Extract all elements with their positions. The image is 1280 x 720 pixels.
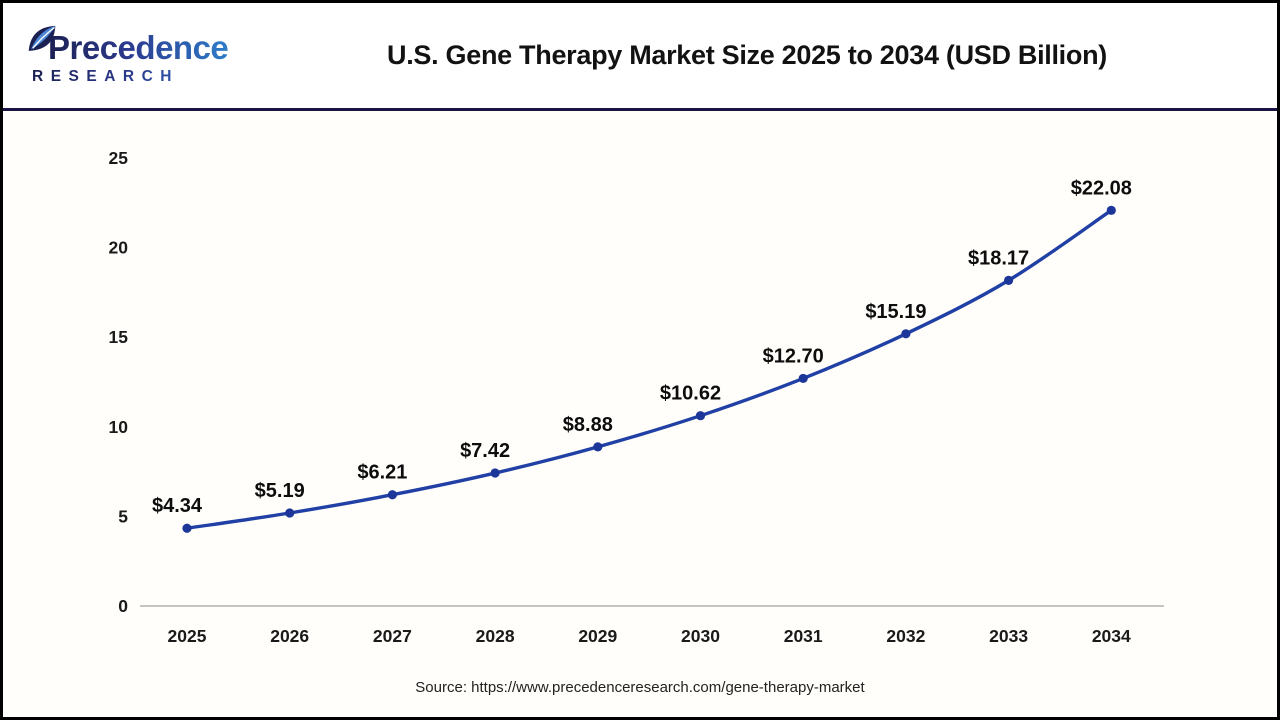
y-tick-0: 0 bbox=[118, 596, 128, 616]
logo-wordmark: Precedence bbox=[48, 29, 229, 66]
header: Precedence RESEARCH U.S. Gene Therapy Ma… bbox=[3, 3, 1277, 108]
line-chart: 0510152025$4.342025$5.192026$6.212027$7.… bbox=[109, 148, 1164, 646]
data-label-2028: $7.42 bbox=[460, 440, 510, 462]
data-point-2034 bbox=[1106, 205, 1116, 215]
data-point-2032 bbox=[901, 329, 911, 339]
x-tick-2028: 2028 bbox=[476, 626, 515, 646]
header-divider bbox=[3, 108, 1277, 111]
y-tick-10: 10 bbox=[109, 417, 129, 437]
data-point-2029 bbox=[593, 442, 603, 452]
data-point-2028 bbox=[490, 468, 500, 478]
x-tick-2032: 2032 bbox=[886, 626, 925, 646]
x-tick-2033: 2033 bbox=[989, 626, 1028, 646]
logo-wordmark-row: Precedence bbox=[27, 25, 251, 67]
data-point-2030 bbox=[695, 411, 706, 421]
source-text: Source: https://www.precedenceresearch.c… bbox=[415, 679, 865, 696]
data-label-2027: $6.21 bbox=[357, 462, 407, 484]
y-tick-15: 15 bbox=[109, 327, 129, 347]
data-label-2030: $10.62 bbox=[660, 383, 721, 405]
precedence-research-logo: Precedence RESEARCH bbox=[3, 25, 251, 86]
chart-title: U.S. Gene Therapy Market Size 2025 to 20… bbox=[387, 40, 1107, 70]
x-tick-2031: 2031 bbox=[784, 626, 823, 646]
data-point-2033 bbox=[1004, 275, 1014, 285]
data-label-2034: $22.08 bbox=[1071, 177, 1132, 199]
x-tick-2026: 2026 bbox=[270, 626, 309, 646]
logo-subtitle: RESEARCH bbox=[32, 68, 251, 86]
data-label-2033: $18.17 bbox=[968, 247, 1029, 269]
data-point-2026 bbox=[285, 508, 295, 518]
x-tick-2030: 2030 bbox=[681, 626, 720, 646]
leaf-icon bbox=[27, 23, 57, 57]
market-size-line bbox=[185, 208, 1113, 530]
data-label-2025: $4.34 bbox=[152, 495, 203, 517]
data-point-2027 bbox=[387, 490, 397, 500]
y-tick-20: 20 bbox=[109, 238, 129, 258]
x-tick-2027: 2027 bbox=[373, 626, 412, 646]
data-label-2032: $15.19 bbox=[865, 301, 926, 323]
chart-area: 0 5 10 15 20 25 $4.34 2025 $5.19 2026 $6.21 2027 $7.… bbox=[3, 111, 1277, 717]
data-label-2029: $8.88 bbox=[563, 414, 613, 436]
x-tick-2034: 2034 bbox=[1092, 626, 1131, 646]
x-tick-2025: 2025 bbox=[168, 626, 207, 646]
x-tick-2029: 2029 bbox=[578, 626, 617, 646]
data-point-2025 bbox=[182, 523, 192, 533]
y-tick-25: 25 bbox=[109, 148, 129, 168]
y-tick-5: 5 bbox=[118, 506, 128, 526]
data-label-2031: $12.70 bbox=[763, 345, 824, 367]
data-point-2031 bbox=[798, 373, 808, 384]
data-label-2026: $5.19 bbox=[255, 480, 305, 502]
